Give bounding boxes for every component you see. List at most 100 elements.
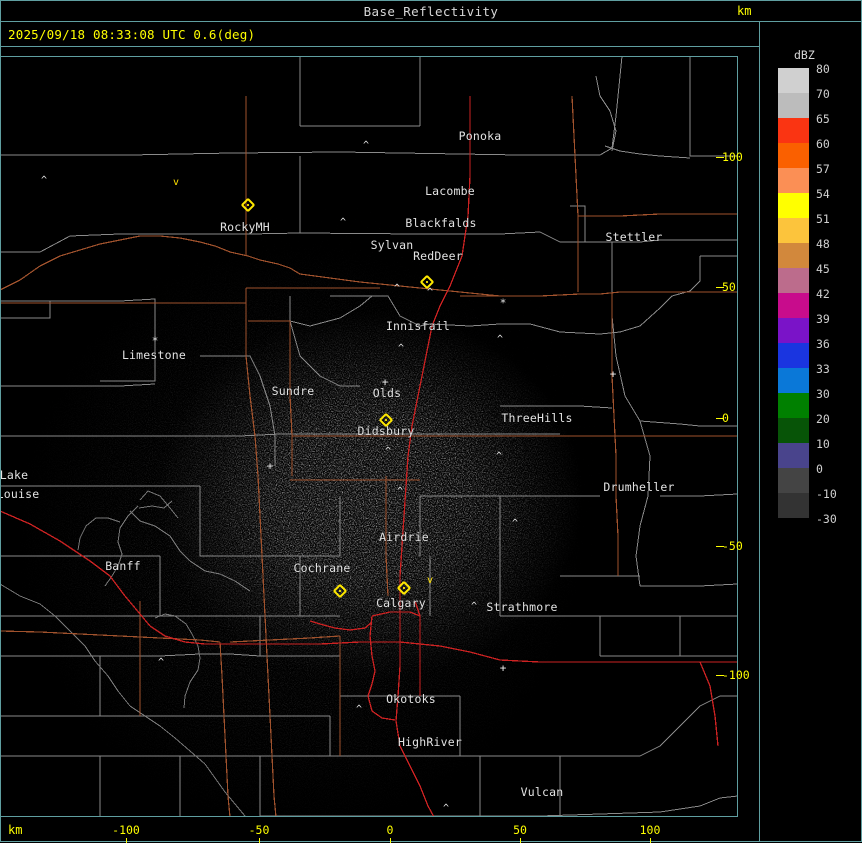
caret-marker-icon: ^ [362, 140, 370, 151]
plus-marker-icon: + [266, 459, 274, 473]
colorbar-swatch [778, 468, 809, 493]
colorbar-title: dBZ [794, 48, 815, 62]
colorbar-tick-label: 33 [816, 362, 830, 376]
x-tick-label: 0 [386, 823, 394, 837]
asterisk-marker-icon: * [499, 296, 507, 310]
city-label: Blackfalds [405, 216, 477, 230]
title-divider [0, 21, 862, 22]
y-tick-label: -50 [722, 539, 743, 553]
x-tick-mark [390, 838, 391, 843]
caret-marker-icon: ^ [384, 446, 392, 457]
caret-marker-icon: ^ [426, 287, 434, 298]
city-label: Stettler [605, 230, 663, 244]
colorbar-tick-label: 60 [816, 137, 830, 151]
y-tick-label: 50 [722, 280, 736, 294]
x-tick-mark [650, 838, 651, 843]
city-label: Lacombe [425, 184, 475, 198]
caret-marker-icon: ^ [339, 217, 347, 228]
info-bar: 2025/09/18 08:33:08 UTC 0.6(deg) [0, 23, 760, 46]
colorbar-swatch [778, 368, 809, 393]
city-label: HighRiver [397, 735, 463, 749]
colorbar-tick-label: 30 [816, 387, 830, 401]
airport-diamond-icon [240, 197, 256, 213]
y-tick-mark [716, 418, 724, 419]
plus-marker-icon: + [499, 661, 507, 675]
colorbar-swatch [778, 193, 809, 218]
colorbar-tick-label: 0 [816, 462, 823, 476]
city-label: Airdrie [379, 530, 429, 544]
x-tick-mark [126, 838, 127, 843]
caret-marker-icon: ^ [157, 657, 165, 668]
colorbar-swatch [778, 268, 809, 293]
city-label: RedDeer [413, 249, 463, 263]
top-frame-line [0, 0, 862, 1]
caret-marker-icon: v [426, 575, 434, 586]
colorbar-tick-label: 48 [816, 237, 830, 251]
colorbar-panel: dBZ 80 70 65 60 57 54 51 48 45 42 39 36 33 30 20 10 0 -10… [762, 23, 862, 842]
caret-marker-icon: ^ [355, 704, 363, 715]
x-axis: km -100 -50 0 50 100 [0, 818, 760, 843]
airport-diamond-icon [332, 583, 348, 599]
city-label: Calgary [376, 596, 426, 610]
x-tick-mark [520, 838, 521, 843]
caret-marker-icon: ^ [495, 451, 503, 462]
city-label: Limestone [121, 348, 187, 362]
caret-marker-icon: ^ [396, 486, 404, 497]
colorbar-swatch [778, 143, 809, 168]
secondary-highways [0, 95, 738, 817]
city-label: Olds [372, 386, 402, 400]
x-tick-label: 100 [639, 823, 661, 837]
city-label: Okotoks [386, 692, 436, 706]
y-tick-label: 100 [722, 150, 743, 164]
caret-marker-icon: ^ [511, 518, 519, 529]
asterisk-marker-icon: * [151, 334, 159, 348]
city-label: Banff [105, 559, 141, 573]
colorbar-tick-label: 51 [816, 212, 830, 226]
caret-marker-icon: ^ [442, 803, 450, 814]
colorbar-swatch [778, 418, 809, 443]
x-tick-label: -100 [112, 823, 140, 837]
city-label: Innisfail [385, 319, 451, 333]
city-label: Strathmore [486, 600, 558, 614]
city-label: Ponoka [458, 129, 502, 143]
y-tick-mark [716, 157, 724, 158]
y-tick-mark [716, 287, 724, 288]
y-axis: 100 50 0 -50 -100 [700, 56, 760, 817]
panel-divider-vertical [759, 21, 760, 842]
colorbar-swatch [778, 393, 809, 418]
colorbar-tick-label: 42 [816, 287, 830, 301]
caret-marker-icon: ^ [397, 343, 405, 354]
km-unit-label-bottom: km [8, 823, 23, 837]
city-label: Didsbury [357, 424, 415, 438]
caret-marker-icon: ^ [470, 601, 478, 612]
km-unit-label-top: km [737, 4, 752, 18]
airport-diamond-icon [378, 412, 394, 428]
airport-diamond-icon [396, 580, 412, 596]
caret-marker-icon: ^ [393, 283, 401, 294]
plus-marker-icon: + [381, 375, 389, 389]
colorbar-tick-label: 70 [816, 87, 830, 101]
window-title-bar: Base_Reflectivity [0, 0, 862, 22]
y-tick-mark [716, 675, 724, 676]
colorbar-tick-label: 45 [816, 262, 830, 276]
colorbar-tick-label: 54 [816, 187, 830, 201]
colorbar-swatch [778, 493, 809, 518]
colorbar-tick-label: 57 [816, 162, 830, 176]
city-label: Vulcan [520, 785, 564, 799]
county-boundaries [0, 56, 738, 817]
colorbar-swatch [778, 293, 809, 318]
x-tick-label: 50 [513, 823, 527, 837]
radar-plot-area[interactable]: Ponoka Lacombe Blackfalds Sylvan RedDeer Stet… [0, 56, 738, 817]
timestamp-label: 2025/09/18 08:33:08 UTC 0.6(deg) [8, 27, 256, 42]
city-label: Drumheller [603, 480, 675, 494]
terrain-lines [0, 490, 251, 817]
colorbar-swatch [778, 68, 809, 93]
plus-marker-icon: + [609, 367, 617, 381]
airport-diamond-icon [419, 274, 435, 290]
colorbar-tick-label: 80 [816, 62, 830, 76]
colorbar-gradient[interactable] [778, 68, 809, 518]
x-tick-mark [259, 838, 260, 843]
city-label: ThreeHills [501, 411, 573, 425]
colorbar-tick-label: 36 [816, 337, 830, 351]
colorbar-swatch [778, 443, 809, 468]
